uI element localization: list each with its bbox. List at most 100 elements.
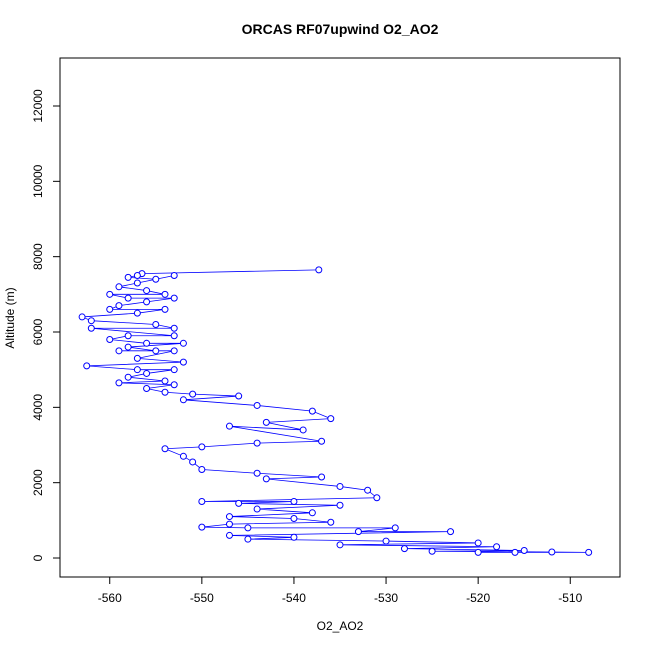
data-point [87,324,95,332]
x-tick-label: -530 [374,591,398,605]
data-point [106,305,114,313]
data-point [262,475,270,483]
data-point [179,396,187,404]
y-tick-label: 4000 [31,394,45,421]
data-point [336,501,344,509]
data-point [308,407,316,415]
data-point [225,513,233,521]
data-point [124,273,132,281]
data-point [327,415,335,423]
data-point [179,452,187,460]
data-point [161,445,169,453]
data-point [447,528,455,536]
data-point [106,290,114,298]
data-point [225,531,233,539]
y-tick-label: 0 [31,554,45,561]
data-point [373,494,381,502]
x-tick-label: -520 [466,591,490,605]
data-point [318,437,326,445]
data-point [253,439,261,447]
data-point [336,541,344,549]
data-point [143,385,151,393]
data-point [161,305,169,313]
data-point [83,362,91,370]
data-point [308,509,316,517]
data-point [299,426,307,434]
data-point [318,473,326,481]
data-point [143,369,151,377]
data-point [170,294,178,302]
data-point [290,533,298,541]
data-point [170,271,178,279]
data-point [115,379,123,387]
data-point [170,332,178,340]
y-tick-label: 2000 [31,469,45,496]
data-point [244,524,252,532]
data-point [253,401,261,409]
data-point [548,548,556,556]
data-point [364,486,372,494]
y-tick-label: 6000 [31,318,45,345]
data-point [474,548,482,556]
data-point [143,339,151,347]
x-axis-label: O2_AO2 [317,619,364,633]
y-tick-label: 12000 [31,89,45,123]
data-point [400,545,408,553]
data-point [133,279,141,287]
data-point [493,543,501,551]
data-point [262,418,270,426]
data-point [235,392,243,400]
y-axis-label: Altitude (m) [3,287,17,348]
data-point [198,498,206,506]
data-point [244,535,252,543]
data-point [152,275,160,283]
data-point [511,548,519,556]
x-tick-label: -540 [282,591,306,605]
data-point [235,499,243,507]
data-point [198,465,206,473]
data-point [161,377,169,385]
data-point [133,309,141,317]
data-point [354,528,362,536]
data-point [225,422,233,430]
x-tick-label: -550 [190,591,214,605]
data-point [179,339,187,347]
data-point [428,547,436,555]
data-point [124,343,132,351]
data-point [391,524,399,532]
data-point [133,354,141,362]
data-point [161,290,169,298]
data-point [382,537,390,545]
x-tick-label: -560 [98,591,122,605]
data-point [133,366,141,374]
data-point [198,443,206,451]
data-point [143,298,151,306]
data-point [253,505,261,513]
data-point [143,287,151,295]
data-point [315,266,323,274]
data-point [133,271,141,279]
data-point [78,313,86,321]
data-point [170,366,178,374]
data-point [225,520,233,528]
data-point [124,332,132,340]
data-point [520,546,528,554]
data-point [115,302,123,310]
data-point [179,358,187,366]
y-tick-label: 8000 [31,243,45,270]
data-point [189,390,197,398]
y-tick-label: 10000 [31,164,45,198]
data-point [253,469,261,477]
data-point [170,347,178,355]
data-point [152,347,160,355]
x-tick-label: -510 [558,591,582,605]
data-point [290,498,298,506]
data-point [327,518,335,526]
data-point [170,381,178,389]
data-point [336,482,344,490]
data-point [124,373,132,381]
data-point [124,294,132,302]
data-point [198,523,206,531]
